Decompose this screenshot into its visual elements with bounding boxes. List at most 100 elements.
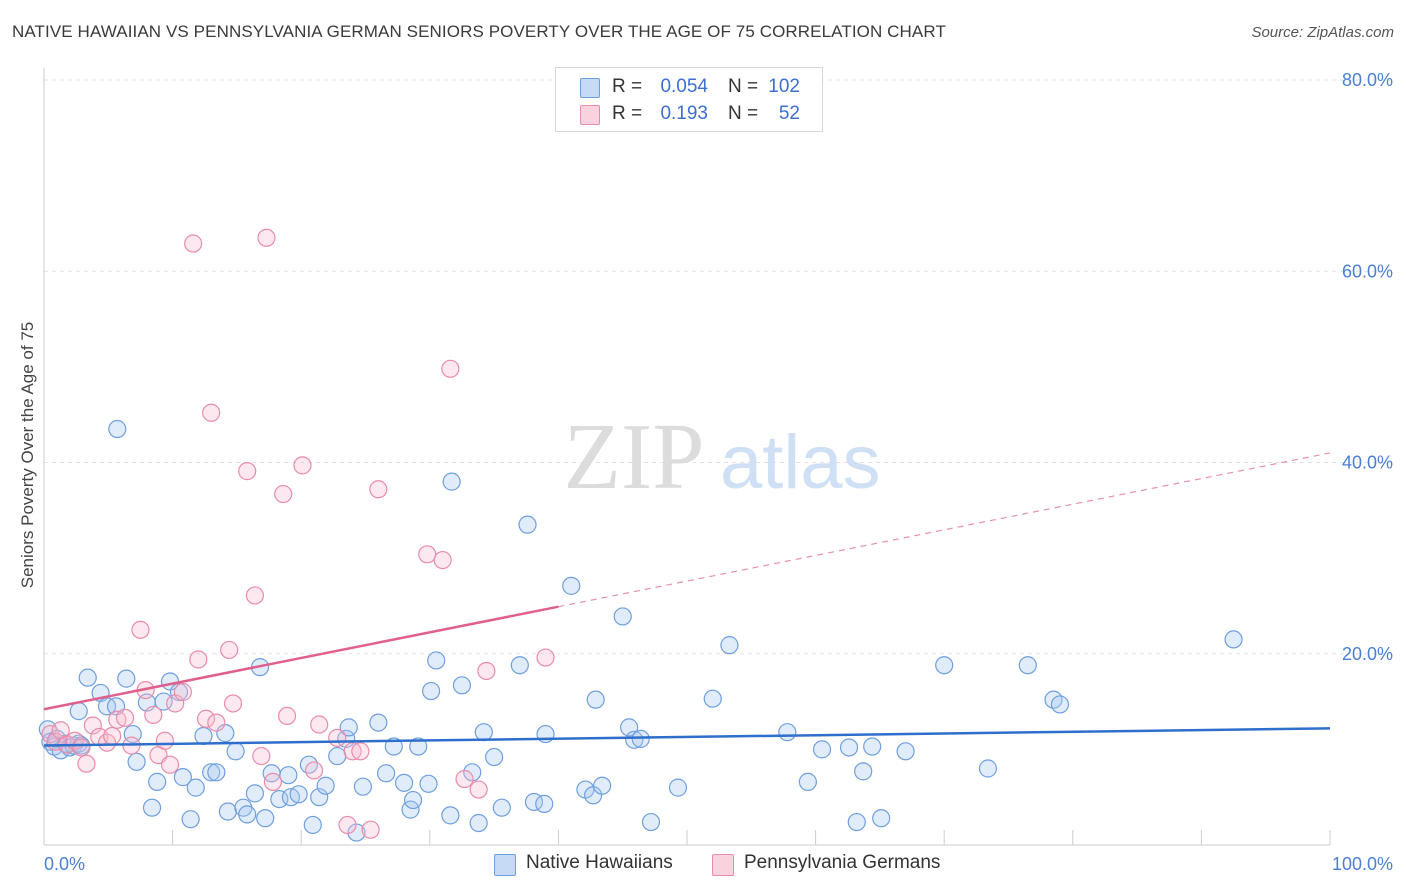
n-value: 102 [768,76,800,97]
data-point [218,802,237,821]
legend-label: Native Hawaiians [526,852,673,873]
r-value: 0.054 [660,76,708,97]
chart-title: NATIVE HAWAIIAN VS PENNSYLVANIA GERMAN S… [12,22,946,41]
data-point [194,726,213,746]
n-label: N = [728,76,759,97]
legend-swatch-blue [494,854,516,876]
data-point [421,681,441,701]
data-point [839,738,859,757]
data-point [303,815,322,835]
data-point [310,715,329,734]
data-point [409,737,428,756]
data-point [160,755,180,774]
data-point [83,716,102,735]
data-point [316,776,335,795]
data-point [485,747,504,767]
data-point [477,661,496,681]
data-point [202,403,221,422]
data-point [148,772,167,791]
data-point [812,740,832,759]
data-point [142,798,162,817]
data-point [613,607,632,626]
data-point [103,726,122,746]
data-point [328,728,347,748]
y-tick-labels: 20.0% 40.0% 60.0% 80.0% [1342,70,1393,664]
data-point [256,809,275,828]
x-tick-label: 100.0% [1332,854,1393,874]
data-point [433,550,452,570]
data-point [279,766,298,785]
data-point [223,694,243,713]
watermark-atlas: atlas [720,420,881,505]
data-point [418,545,437,564]
y-tick-label: 80.0% [1342,70,1393,90]
data-point [72,738,91,757]
data-point [339,718,358,737]
data-point [186,778,205,797]
data-point [978,759,998,778]
data-point [207,763,226,782]
y-tick-label: 60.0% [1342,261,1393,281]
data-point [155,731,174,750]
data-point [202,763,221,782]
data-point [123,724,142,744]
data-point [353,777,373,796]
series-legend: Native Hawaiians Pennsylvania Germans [0,851,1406,877]
data-point [69,702,88,721]
r-label: R = [612,76,643,97]
data-point [798,772,817,791]
stats-swatch-pink [580,105,600,125]
trend-lines [43,452,1331,747]
x-tick-label: 0.0% [44,854,85,874]
data-point [441,806,460,825]
data-point [304,761,324,780]
data-point [935,656,954,675]
data-point [252,746,271,766]
data-point [896,742,915,761]
data-point [562,576,581,595]
data-point [518,515,537,534]
y-tick-label: 20.0% [1342,644,1393,664]
data-point [216,724,235,743]
watermark: ZIP atlas [564,405,881,509]
data-point [469,813,488,833]
n-label: N = [728,103,759,124]
data-point [328,746,347,766]
data-point [238,462,257,481]
data-point [263,772,283,791]
data-point [1050,695,1070,714]
y-tick-label: 40.0% [1342,453,1393,473]
legend-label: Pennsylvania Germans [744,852,941,873]
data-point [376,764,396,783]
data-point [207,713,226,732]
data-point [427,651,446,670]
data-point [289,785,308,804]
data-point [872,809,891,828]
data-point [641,812,661,832]
data-point [593,776,612,795]
n-value: 52 [778,103,800,124]
data-point [535,794,554,813]
data-point [492,798,511,817]
data-point [293,456,312,475]
x-tick-labels: 0.0% 100.0% [44,854,1393,874]
r-label: R = [612,103,643,124]
data-point [189,650,208,669]
data-point [586,690,605,709]
data-point [419,774,438,793]
data-point [847,812,866,832]
data-point [361,820,380,839]
data-point [863,737,882,756]
data-point [384,737,403,756]
data-point [173,768,192,787]
data-point [184,234,203,253]
data-point [778,723,797,742]
data-point [274,484,293,504]
data-point [78,668,97,687]
trend-line [43,727,1331,747]
series-pennsylvania-germans [41,228,555,839]
data-point [369,713,388,732]
data-point [469,780,488,799]
data-point [403,790,423,810]
